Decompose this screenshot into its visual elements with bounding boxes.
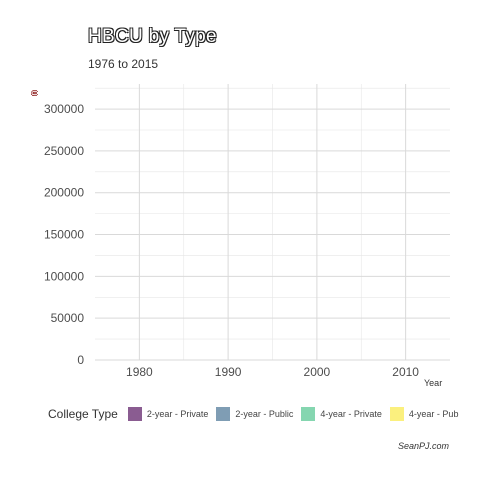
- legend-title: College Type: [48, 407, 118, 421]
- legend-item-4year-public: 4-year - Pub: [389, 407, 459, 421]
- legend-item-2year-public: 2-year - Public: [216, 407, 293, 421]
- legend-item-4year-private: 4-year - Private: [301, 407, 382, 421]
- legend-key-4year-public: [389, 407, 404, 421]
- legend-key-2year-private: [127, 407, 142, 421]
- x-tick-label: 2010: [392, 365, 419, 379]
- legend: College Type 2-year - Private 2-year - P…: [48, 407, 480, 421]
- y-tick-label: 300000: [44, 102, 84, 116]
- chart-title: HBCU by Type: [88, 26, 217, 47]
- y-tick-label: 0: [77, 353, 84, 367]
- x-tick-label: 1980: [126, 365, 153, 379]
- legend-key-2year-public: [216, 407, 231, 421]
- legend-label: 2-year - Public: [235, 409, 294, 419]
- y-tick-label: 50000: [51, 311, 85, 325]
- legend-label: 4-year - Pub: [408, 409, 459, 419]
- caption: SeanPJ.com: [398, 441, 450, 451]
- legend-item-2year-private: 2-year - Private: [127, 407, 209, 421]
- legend-label: 4-year - Private: [320, 409, 382, 419]
- legend-label: 2-year - Private: [146, 409, 209, 419]
- x-axis-label: Year: [424, 378, 443, 388]
- y-tick-label: 200000: [44, 186, 84, 200]
- chart-subtitle: 1976 to 2015: [88, 57, 159, 71]
- legend-key-4year-private: [301, 407, 316, 421]
- y-tick-label: 250000: [44, 144, 84, 158]
- x-tick-label: 2000: [304, 365, 331, 379]
- y-tick-label: 150000: [44, 228, 84, 242]
- y-tick-label: 100000: [44, 269, 84, 283]
- x-tick-label: 1990: [215, 365, 242, 379]
